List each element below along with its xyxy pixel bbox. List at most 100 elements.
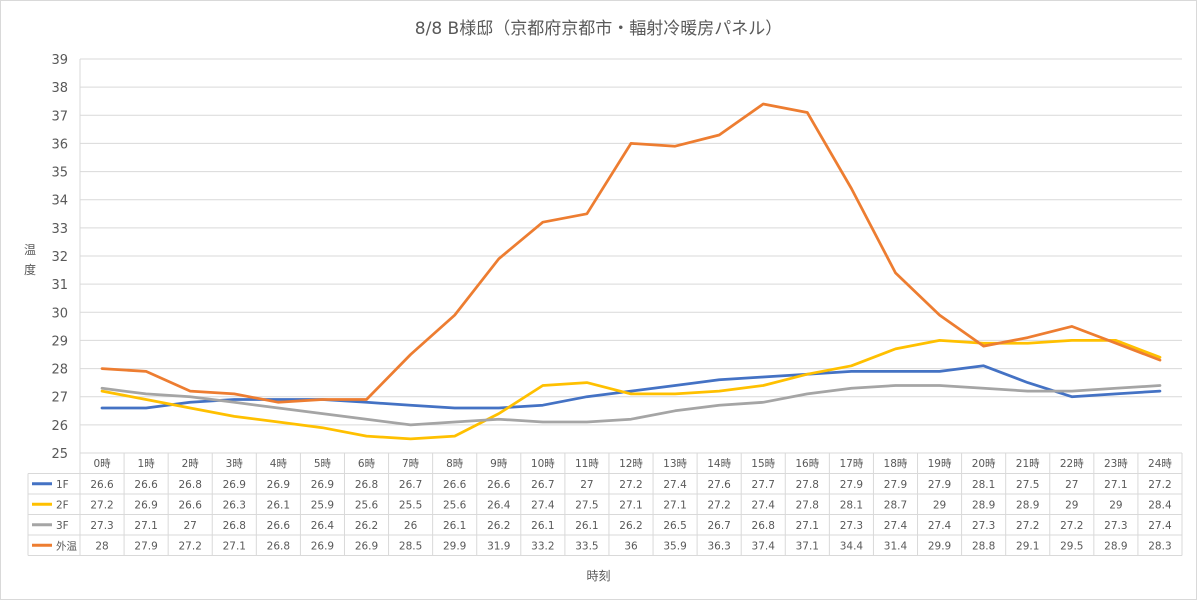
x-category-label: 9時 bbox=[490, 458, 508, 470]
gridlines bbox=[80, 58, 1182, 454]
chart-title: 8/8 B様邸（京都府京都市・輻射冷暖房パネル） bbox=[414, 19, 783, 39]
data-label: 26.9 bbox=[311, 540, 334, 552]
data-label: 27.4 bbox=[531, 499, 555, 511]
x-category-label: 16時 bbox=[795, 458, 819, 470]
x-category-label: 6時 bbox=[358, 458, 376, 470]
data-label: 27.2 bbox=[90, 499, 113, 511]
legend-label: 3F bbox=[56, 520, 69, 532]
data-label: 26.9 bbox=[223, 479, 246, 491]
x-category-label: 5時 bbox=[314, 458, 332, 470]
data-label: 26.1 bbox=[575, 520, 598, 532]
x-category-label: 10時 bbox=[531, 458, 555, 470]
y-tick-label: 25 bbox=[51, 447, 68, 462]
data-label: 27.2 bbox=[179, 540, 202, 552]
y-tick-label: 27 bbox=[51, 391, 68, 406]
x-category-label: 22時 bbox=[1060, 458, 1084, 470]
series-lines bbox=[100, 102, 1162, 441]
x-axis-label: 時刻 bbox=[586, 569, 611, 583]
data-label: 28 bbox=[95, 540, 108, 552]
data-label: 29.9 bbox=[443, 540, 466, 552]
data-label: 29.5 bbox=[1060, 540, 1083, 552]
y-tick-label: 34 bbox=[51, 194, 68, 209]
data-label: 25.9 bbox=[311, 499, 334, 511]
data-label: 26.1 bbox=[443, 520, 466, 532]
data-label: 29.9 bbox=[928, 540, 951, 552]
series-line-4 bbox=[100, 102, 1162, 404]
data-table: 0時 1時 2時 3時 4時 5時 6時 7時 8時 9時 10時 11時 12時 13時 14時 15時 16… bbox=[27, 59, 1183, 556]
data-label: 28.4 bbox=[1148, 499, 1172, 511]
x-category-label: 20時 bbox=[972, 458, 996, 470]
data-label: 33.2 bbox=[531, 540, 554, 552]
data-label: 27.2 bbox=[707, 499, 730, 511]
data-label: 25.6 bbox=[355, 499, 379, 511]
data-label: 36 bbox=[624, 540, 638, 552]
data-label: 31.9 bbox=[487, 540, 510, 552]
legend-label: 1F bbox=[56, 479, 69, 491]
y-tick-label: 36 bbox=[51, 137, 68, 152]
data-label: 28.1 bbox=[840, 499, 863, 511]
data-label: 27.2 bbox=[619, 479, 642, 491]
x-category-label: 17時 bbox=[839, 458, 863, 470]
data-label: 27.1 bbox=[134, 520, 157, 532]
data-label: 26.2 bbox=[487, 520, 510, 532]
data-label: 26.2 bbox=[355, 520, 378, 532]
data-label: 27.9 bbox=[840, 479, 863, 491]
data-label: 34.4 bbox=[840, 540, 864, 552]
y-tick-label: 30 bbox=[51, 306, 68, 321]
data-label: 28.5 bbox=[399, 540, 422, 552]
data-label: 31.4 bbox=[884, 540, 908, 552]
x-category-label: 8時 bbox=[446, 458, 464, 470]
data-label: 26.3 bbox=[223, 499, 246, 511]
data-label: 27.8 bbox=[796, 499, 819, 511]
y-tick-label: 33 bbox=[51, 222, 68, 237]
series-line-3 bbox=[100, 384, 1162, 427]
data-label: 25.6 bbox=[443, 499, 467, 511]
data-label: 26.9 bbox=[134, 499, 157, 511]
x-category-label: 18時 bbox=[884, 458, 908, 470]
data-label: 27.8 bbox=[796, 479, 819, 491]
data-label: 29 bbox=[1109, 499, 1122, 511]
data-label: 27.4 bbox=[884, 520, 908, 532]
data-label: 26.6 bbox=[134, 479, 158, 491]
data-label: 26.9 bbox=[355, 540, 378, 552]
data-label: 36.3 bbox=[707, 540, 730, 552]
series-line-1 bbox=[100, 364, 1162, 410]
data-label: 27 bbox=[580, 479, 593, 491]
x-category-label: 19時 bbox=[928, 458, 952, 470]
data-label: 25.5 bbox=[399, 499, 422, 511]
data-label: 27.1 bbox=[1104, 479, 1127, 491]
data-label: 28.8 bbox=[972, 540, 995, 552]
data-label: 27.4 bbox=[1148, 520, 1172, 532]
data-label: 29 bbox=[1065, 499, 1078, 511]
data-label: 27.3 bbox=[1104, 520, 1127, 532]
data-label: 27.5 bbox=[1016, 479, 1039, 491]
data-label: 27.4 bbox=[928, 520, 952, 532]
data-label: 27.7 bbox=[752, 479, 775, 491]
x-category-label: 13時 bbox=[663, 458, 687, 470]
data-label: 27.1 bbox=[796, 520, 819, 532]
x-category-label: 12時 bbox=[619, 458, 643, 470]
x-category-label: 7時 bbox=[402, 458, 420, 470]
data-label: 26.8 bbox=[223, 520, 246, 532]
data-label: 28.9 bbox=[1016, 499, 1039, 511]
x-category-label: 14時 bbox=[707, 458, 731, 470]
data-label: 28.3 bbox=[1148, 540, 1171, 552]
data-label: 27 bbox=[1065, 479, 1078, 491]
data-label: 26.4 bbox=[487, 499, 511, 511]
x-category-label: 15時 bbox=[751, 458, 775, 470]
data-label: 33.5 bbox=[575, 540, 598, 552]
data-label: 26.8 bbox=[752, 520, 775, 532]
data-label: 26.8 bbox=[355, 479, 378, 491]
y-tick-label: 29 bbox=[51, 334, 68, 349]
data-label: 26.5 bbox=[663, 520, 686, 532]
y-tick-label: 28 bbox=[51, 363, 68, 378]
data-label: 26.7 bbox=[531, 479, 554, 491]
data-label: 28.1 bbox=[972, 479, 995, 491]
data-label: 27.9 bbox=[884, 479, 907, 491]
y-axis-ticks: 25 26 27 28 29 30 31 32 33 34 35 36 37 38 39 bbox=[51, 53, 68, 462]
data-label: 28.9 bbox=[1104, 540, 1127, 552]
data-label: 27.2 bbox=[1148, 479, 1171, 491]
data-label: 26.6 bbox=[267, 520, 291, 532]
data-label: 26.6 bbox=[443, 479, 467, 491]
